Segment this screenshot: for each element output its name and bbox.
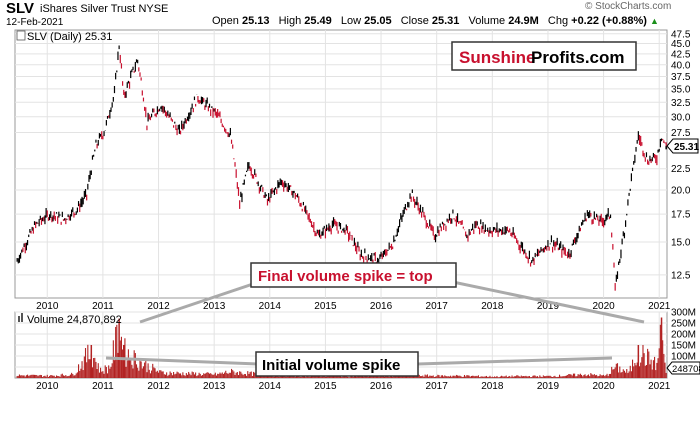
watermark-sunshine: Sunshine <box>459 48 536 67</box>
price-xtick-label: 2010 <box>36 301 59 312</box>
price-xtick-label: 2018 <box>481 301 504 312</box>
price-ytick-label: 30.0 <box>671 112 691 123</box>
price-series <box>16 45 667 291</box>
price-ytick-label: 40.0 <box>671 60 691 71</box>
close-label: Close <box>400 15 429 27</box>
ohlc-stats: Open 25.13 High 25.49 Low 25.05 Close 25… <box>212 15 659 27</box>
price-grid <box>15 30 667 298</box>
volume-ytick-label: 100M <box>671 352 696 363</box>
security-name: iShares Silver Trust NYSE <box>40 3 168 15</box>
volume-xtick-label: 2010 <box>36 381 59 392</box>
price-xtick-label: 2020 <box>592 301 615 312</box>
price-ytick-label: 35.0 <box>671 84 691 95</box>
last-volume-tag: 24870892 <box>666 361 700 375</box>
low-value: 25.05 <box>364 15 392 27</box>
low-label: Low <box>340 15 362 27</box>
annotation-line-left <box>139 279 263 324</box>
last-price-value: 25.31 <box>674 142 699 153</box>
volume-xtick-label: 2015 <box>314 381 337 392</box>
volume-legend: Volume 24,870,892 <box>18 313 122 326</box>
volume-ytick-label: 250M <box>671 319 696 330</box>
last-volume-value: 24870892 <box>672 364 700 375</box>
volume-xtick-label: 2013 <box>203 381 226 392</box>
price-xtick-label: 2019 <box>537 301 560 312</box>
last-price-tag: 25.31 <box>666 138 699 154</box>
price-y-axis: 47.545.042.540.037.535.0 32.5 30.0 27.5 22.5… <box>671 29 691 281</box>
price-ytick-label: 15.0 <box>671 237 691 248</box>
volume-x-axis: 2010 2011 2012 2013 2014 2015 2016 2017 2018 2019… <box>36 381 671 392</box>
price-xtick-label: 2017 <box>426 301 449 312</box>
last-price-tag-shape <box>666 138 699 154</box>
high-value: 25.49 <box>304 15 332 27</box>
annotation-final-box <box>250 262 457 288</box>
ticker-symbol: SLV <box>6 0 35 17</box>
volume-xtick-label: 2018 <box>481 381 504 392</box>
price-panel-frame <box>14 29 668 299</box>
volume-value: 24.9M <box>508 15 539 27</box>
price-ytick-label: 37.5 <box>671 72 691 83</box>
open-label: Open <box>212 15 239 27</box>
annotation-initial-line-right <box>417 356 613 366</box>
price-ytick-label: 45.0 <box>671 39 691 50</box>
open-value: 25.13 <box>241 15 270 27</box>
price-ytick-label: 32.5 <box>671 98 691 109</box>
volume-legend-text: Volume 24,870,892 <box>27 314 122 326</box>
price-xtick-label: 2011 <box>92 301 114 312</box>
volume-xtick-label: 2017 <box>426 381 449 392</box>
volume-xtick-label: 2021 <box>648 381 671 392</box>
price-xtick-label: 2016 <box>370 301 393 312</box>
exchange-name: NYSE <box>138 3 169 15</box>
volume-xtick-label: 2016 <box>370 381 393 392</box>
volume-ytick-label: 300M <box>671 308 696 319</box>
watermark-profits: Profits.com <box>531 48 625 67</box>
annotation-initial-line-left <box>105 356 259 366</box>
volume-label: Volume <box>468 15 506 27</box>
volume-xtick-label: 2011 <box>92 381 114 392</box>
watermark-box <box>451 41 637 71</box>
price-ytick-label: 12.5 <box>671 270 691 281</box>
annotation-final-spike: Final volume spike = top <box>139 262 645 324</box>
annotation-initial-text: Initial volume spike <box>262 357 400 374</box>
price-ytick-label: 27.5 <box>671 128 691 139</box>
volume-xtick-label: 2012 <box>147 381 170 392</box>
volume-ytick-label: 200M <box>671 330 696 341</box>
volume-legend-icon-bar <box>21 313 23 322</box>
price-xtick-label: 2013 <box>203 301 226 312</box>
volume-legend-icon <box>18 316 20 322</box>
annotation-initial-box <box>255 351 419 377</box>
volume-xtick-label: 2019 <box>537 381 560 392</box>
chart-date: 12-Feb-2021 <box>6 17 64 28</box>
high-label: High <box>278 15 302 27</box>
volume-xtick-label: 2020 <box>592 381 615 392</box>
annotation-final-text: Final volume spike = top <box>258 268 433 285</box>
security-name-text: iShares Silver Trust <box>40 3 136 15</box>
annotation-line-right <box>447 279 645 324</box>
stockcharts-credit: © StockCharts.com <box>585 1 672 12</box>
chg-label: Chg <box>547 15 569 27</box>
last-volume-tag-shape <box>666 361 700 375</box>
price-legend: SLV (Daily) 25.31 <box>16 30 112 43</box>
volume-xtick-label: 2014 <box>259 381 282 392</box>
price-ytick-label: 42.5 <box>671 49 691 60</box>
close-value: 25.31 <box>431 15 460 27</box>
price-xtick-label: 2012 <box>147 301 170 312</box>
price-xtick-label: 2014 <box>259 301 282 312</box>
price-ytick-label: 20.0 <box>671 186 691 197</box>
price-legend-text: SLV (Daily) 25.31 <box>27 31 112 43</box>
watermark-logo: Sunshine Profits.com <box>451 41 637 71</box>
price-xtick-label: 2015 <box>314 301 337 312</box>
price-ytick-label: 17.5 <box>671 210 691 221</box>
annotation-initial-spike: Initial volume spike <box>105 351 613 377</box>
price-x-axis: 2010 2011 2012 2013 2014 2015 2016 2017 2018 2019… <box>36 301 671 312</box>
chg-value: +0.22 (+0.88%) <box>571 15 647 27</box>
price-ytick-label: 47.5 <box>671 29 691 40</box>
price-xtick-label: 2021 <box>648 301 671 312</box>
legend-checkbox-icon <box>16 30 26 41</box>
up-triangle-icon: ▲ <box>650 16 659 26</box>
volume-ytick-label: 150M <box>671 341 696 352</box>
price-ytick-label: 22.5 <box>671 164 691 175</box>
